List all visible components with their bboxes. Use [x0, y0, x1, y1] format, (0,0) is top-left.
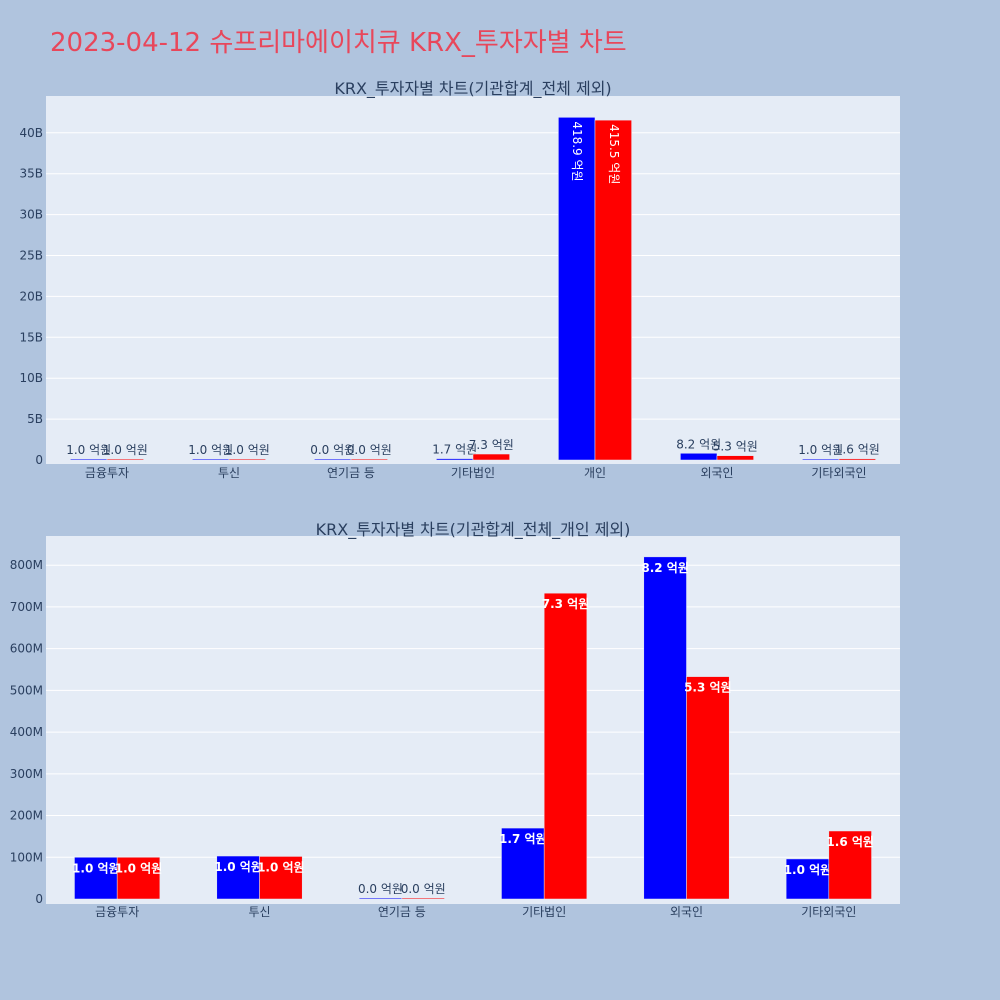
plot-area: [46, 536, 900, 904]
data-label: 1.6 억원: [826, 835, 874, 849]
x-tick-label: 개인: [584, 466, 606, 480]
bar: [192, 458, 230, 461]
bar: [501, 827, 545, 900]
y-tick-label: 300M: [10, 767, 43, 781]
y-tick-label: 10B: [19, 371, 43, 385]
data-label: 5.3 억원: [713, 440, 758, 454]
y-tick-label: 5B: [27, 412, 43, 426]
x-tick-label: 외국인: [670, 905, 703, 919]
y-tick-label: 700M: [10, 600, 43, 614]
bar: [358, 897, 403, 900]
data-label: 1.0 억원: [188, 443, 233, 457]
y-tick-label: 200M: [10, 809, 43, 823]
data-label: 8.2 억원: [641, 561, 689, 575]
bar: [216, 855, 260, 900]
bar: [350, 458, 388, 461]
bar: [594, 119, 632, 461]
bar: [228, 458, 266, 461]
x-tick-label: 연기금 등: [378, 905, 426, 919]
chart-title: KRX_투자자별 차트(기관합계_전체_개인 제외): [316, 520, 631, 540]
y-tick-label: 40B: [19, 126, 43, 140]
bar: [686, 676, 730, 900]
bar: [74, 857, 118, 900]
plot-area: [46, 96, 900, 464]
bar: [828, 830, 872, 900]
x-tick-label: 금융투자: [85, 466, 129, 480]
bar: [558, 117, 596, 461]
data-label: 1.0 억원: [257, 860, 305, 874]
x-tick-label: 기타외국인: [811, 466, 866, 480]
data-label: 1.0 억원: [798, 443, 843, 457]
bar: [716, 455, 754, 461]
bar: [259, 856, 303, 900]
bar: [314, 458, 352, 461]
data-label: 0.0 억원: [347, 443, 392, 457]
data-label: 0.0 억원: [310, 443, 355, 457]
bar: [401, 897, 445, 900]
y-tick-label: 600M: [10, 642, 43, 656]
y-tick-label: 0: [35, 453, 43, 467]
chart-title: KRX_투자자별 차트(기관합계_전체 제외): [334, 79, 611, 99]
data-label: 1.0 억원: [214, 860, 262, 874]
data-label: 1.6 억원: [835, 443, 880, 457]
data-label: 8.2 억원: [676, 437, 721, 451]
y-tick-label: 0: [35, 892, 43, 906]
bar: [680, 453, 718, 461]
y-tick-label: 25B: [19, 249, 43, 263]
data-label: 0.0 억원: [358, 882, 403, 896]
data-label: 1.0 억원: [103, 443, 148, 457]
bar: [838, 458, 876, 461]
data-label: 0.0 억원: [401, 882, 446, 896]
data-label: 7.3 억원: [542, 597, 590, 611]
chart-krx-excluding-institutions: 0 5B 10B 15B 20B 25B 30B 35B 40B KRX_투자자별 차트(기관합계…: [19, 79, 900, 480]
y-tick-label: 100M: [10, 850, 43, 864]
y-tick-label: 30B: [19, 208, 43, 222]
bar: [70, 458, 108, 461]
x-tick-label: 투신: [248, 905, 270, 919]
bar: [436, 458, 474, 461]
y-tick-label: 800M: [10, 558, 43, 572]
x-tick-label: 기타외국인: [801, 905, 856, 919]
bar: [785, 858, 830, 900]
x-tick-label: 기타법인: [451, 466, 495, 480]
data-label: 415.5 억원: [607, 124, 621, 184]
y-tick-label: 35B: [19, 167, 43, 181]
data-label: 1.0 억원: [72, 861, 120, 875]
page-title: 2023-04-12 슈프리마에이치큐 KRX_투자자별 차트: [50, 28, 627, 58]
bar: [106, 458, 144, 461]
data-label: 1.0 억원: [66, 443, 111, 457]
data-label: 1.7 억원: [432, 443, 477, 457]
data-label: 1.7 억원: [499, 832, 547, 846]
y-tick-label: 400M: [10, 725, 43, 739]
y-tick-label: 20B: [19, 289, 43, 303]
data-label: 1.0 억원: [115, 861, 163, 875]
data-label: 418.9 억원: [570, 121, 584, 181]
data-label: 1.0 억원: [225, 443, 270, 457]
bar: [643, 556, 687, 900]
bar: [472, 453, 510, 461]
x-tick-label: 외국인: [700, 466, 733, 480]
data-label: 5.3 억원: [684, 681, 732, 695]
x-tick-label: 기타법인: [522, 905, 566, 919]
chart-krx-excluding-institutions-individuals: 0 100M 200M 300M 400M 500M 600M 700M 800M KRX_투자자…: [10, 520, 900, 919]
x-tick-label: 금융투자: [95, 905, 139, 919]
y-tick-label: 15B: [19, 330, 43, 344]
bar: [116, 857, 161, 900]
data-label: 1.0 억원: [784, 863, 832, 877]
data-label: 7.3 억원: [469, 438, 514, 452]
x-tick-label: 투신: [218, 466, 240, 480]
y-tick-label: 500M: [10, 683, 43, 697]
bar: [543, 592, 588, 900]
x-tick-label: 연기금 등: [327, 466, 375, 480]
bar: [802, 458, 840, 461]
